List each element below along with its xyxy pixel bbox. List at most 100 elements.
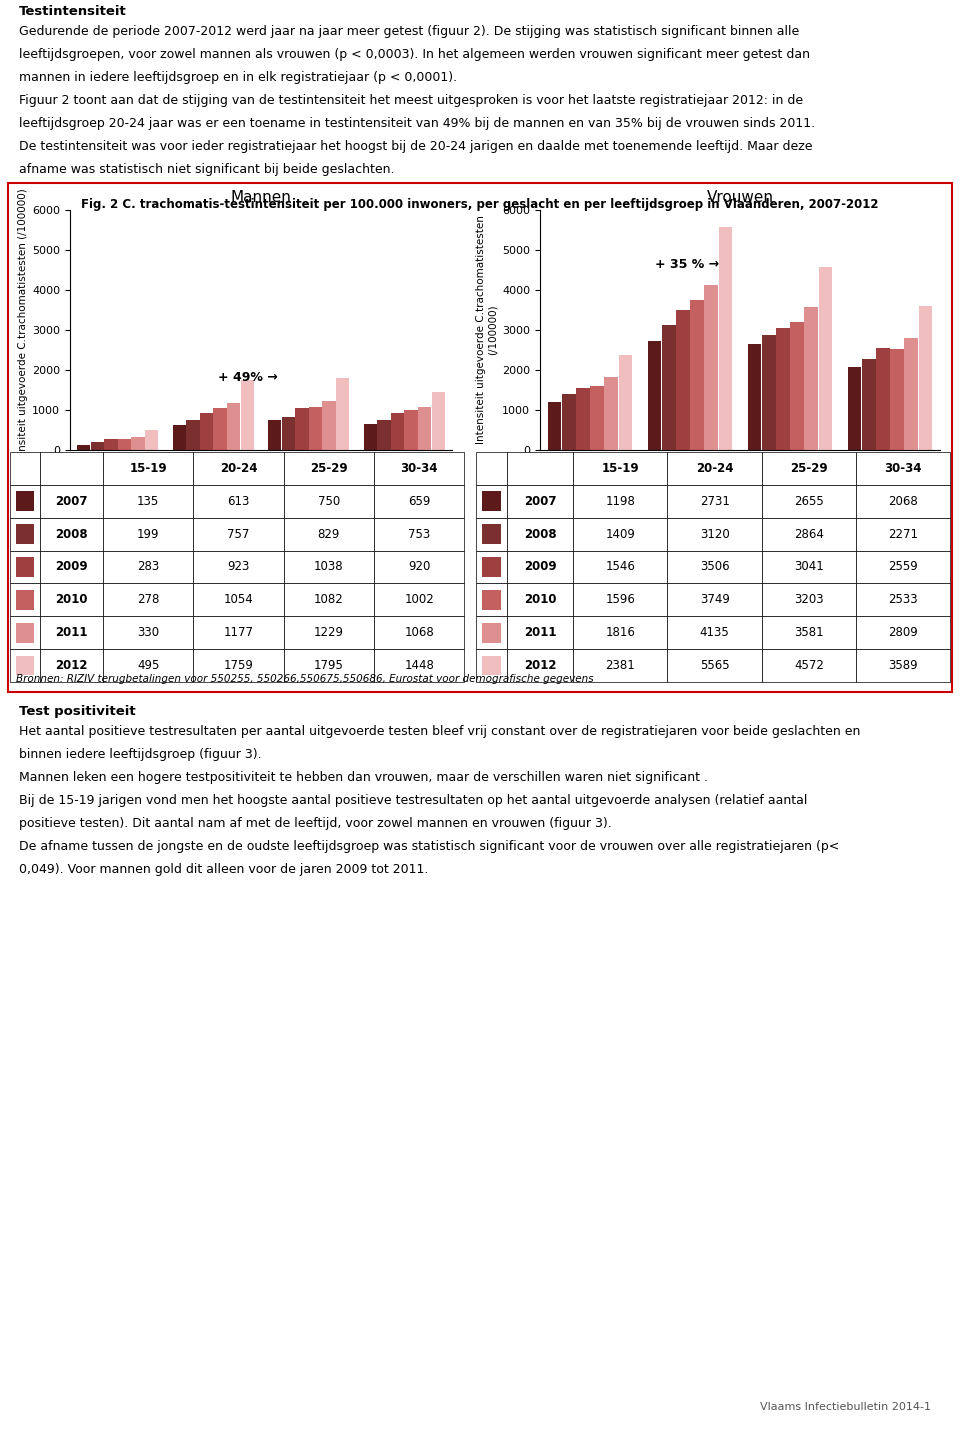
Bar: [507, 452, 573, 485]
Bar: [648, 341, 661, 450]
Bar: [904, 337, 918, 450]
Text: 659: 659: [408, 495, 430, 508]
Bar: [374, 584, 465, 617]
Bar: [690, 300, 704, 450]
Text: 2007: 2007: [55, 495, 87, 508]
Bar: [762, 650, 856, 683]
Bar: [573, 584, 667, 617]
Bar: [103, 584, 193, 617]
Bar: [193, 551, 284, 584]
Bar: [336, 379, 349, 450]
Bar: [374, 485, 465, 518]
Text: 25-29: 25-29: [790, 462, 828, 475]
Bar: [377, 420, 391, 450]
Bar: [374, 452, 465, 485]
Bar: [667, 518, 762, 551]
Bar: [374, 551, 465, 584]
Bar: [269, 420, 281, 450]
Text: 3589: 3589: [889, 660, 918, 673]
Bar: [804, 307, 818, 450]
Bar: [10, 650, 39, 683]
Bar: [605, 377, 618, 450]
Bar: [284, 650, 374, 683]
Text: 1448: 1448: [404, 660, 434, 673]
Bar: [676, 310, 690, 450]
Bar: [374, 650, 465, 683]
Text: 3581: 3581: [794, 627, 824, 640]
Bar: [661, 326, 676, 450]
Text: 3120: 3120: [700, 528, 730, 541]
Bar: [667, 551, 762, 584]
Bar: [193, 584, 284, 617]
Text: Test positiviteit: Test positiviteit: [19, 706, 135, 718]
Title: Vrouwen: Vrouwen: [707, 189, 774, 205]
Bar: [618, 354, 633, 450]
Bar: [890, 348, 904, 450]
Bar: [296, 409, 308, 450]
Bar: [284, 485, 374, 518]
Bar: [78, 445, 90, 450]
Bar: [10, 584, 39, 617]
Text: 923: 923: [228, 561, 250, 574]
Bar: [482, 589, 501, 609]
Bar: [548, 402, 562, 450]
Bar: [16, 558, 34, 576]
Bar: [284, 452, 374, 485]
Bar: [482, 558, 501, 576]
Bar: [284, 584, 374, 617]
Text: 753: 753: [408, 528, 430, 541]
Text: 2559: 2559: [888, 561, 918, 574]
Bar: [91, 442, 104, 450]
Bar: [856, 650, 950, 683]
Bar: [705, 284, 718, 450]
Text: Vlaams Infectiebulletin 2014-1: Vlaams Infectiebulletin 2014-1: [760, 1402, 931, 1412]
Text: 330: 330: [137, 627, 159, 640]
Text: 2011: 2011: [55, 627, 87, 640]
Bar: [667, 584, 762, 617]
Bar: [431, 391, 444, 450]
Text: 4572: 4572: [794, 660, 824, 673]
Text: 2864: 2864: [794, 528, 824, 541]
Text: 2011: 2011: [524, 627, 556, 640]
Bar: [762, 551, 856, 584]
Bar: [776, 328, 790, 450]
Bar: [16, 655, 34, 675]
Bar: [404, 410, 418, 450]
Bar: [284, 518, 374, 551]
Text: 829: 829: [318, 528, 340, 541]
Text: positieve testen). Dit aantal nam af met de leeftijd, voor zowel mannen en vrouw: positieve testen). Dit aantal nam af met…: [19, 817, 612, 830]
Bar: [507, 518, 573, 551]
Text: 20-24: 20-24: [696, 462, 733, 475]
Bar: [590, 386, 604, 450]
Text: 2271: 2271: [888, 528, 919, 541]
Text: 2381: 2381: [606, 660, 636, 673]
Text: Mannen leken een hogere testpositiviteit te hebben dan vrouwen, maar de verschil: Mannen leken een hogere testpositiviteit…: [19, 771, 708, 784]
Bar: [103, 617, 193, 650]
Text: 4135: 4135: [700, 627, 730, 640]
Bar: [562, 394, 576, 450]
Bar: [309, 407, 322, 450]
Text: Fig. 2 C. trachomatis-testintensiteit per 100.000 inwoners, per geslacht en per : Fig. 2 C. trachomatis-testintensiteit pe…: [82, 198, 878, 211]
Text: binnen iedere leeftijdsgroep (figuur 3).: binnen iedere leeftijdsgroep (figuur 3).: [19, 749, 262, 761]
Bar: [507, 551, 573, 584]
Text: mannen in iedere leeftijdsgroep en in elk registratiejaar (p < 0,0001).: mannen in iedere leeftijdsgroep en in el…: [19, 72, 457, 85]
Bar: [476, 485, 507, 518]
Bar: [482, 655, 501, 675]
Text: 15-19: 15-19: [602, 462, 639, 475]
Text: 3506: 3506: [700, 561, 730, 574]
Bar: [364, 423, 377, 450]
Bar: [476, 518, 507, 551]
Bar: [103, 650, 193, 683]
Text: + 49% →: + 49% →: [218, 371, 277, 384]
Text: 1198: 1198: [606, 495, 636, 508]
Text: Het aantal positieve testresultaten per aantal uitgevoerde testen bleef vrij con: Het aantal positieve testresultaten per …: [19, 726, 860, 739]
Bar: [16, 492, 34, 511]
Text: leeftijdsgroepen, voor zowel mannen als vrouwen (p < 0,0003). In het algemeen we: leeftijdsgroepen, voor zowel mannen als …: [19, 49, 810, 62]
Bar: [573, 617, 667, 650]
Bar: [374, 518, 465, 551]
Bar: [103, 518, 193, 551]
Bar: [39, 518, 103, 551]
Bar: [374, 617, 465, 650]
Bar: [105, 439, 117, 450]
Text: 1759: 1759: [224, 660, 253, 673]
